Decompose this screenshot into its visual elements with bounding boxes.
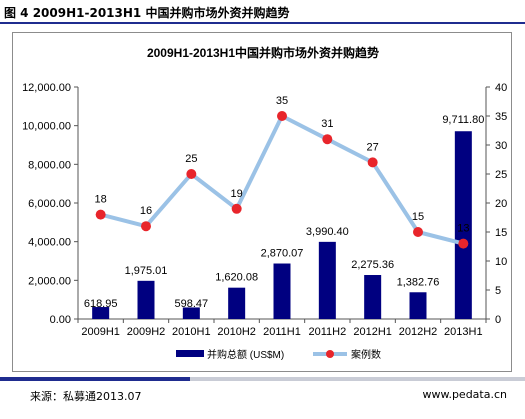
footer-website: www.pedata.cn — [422, 388, 507, 401]
line-value-label: 25 — [185, 153, 197, 165]
top-rule — [0, 22, 525, 24]
line-point — [186, 169, 197, 179]
footer-source: 来源：私募通2013.07 — [30, 390, 142, 403]
line-point — [322, 134, 333, 145]
line-point — [413, 227, 423, 237]
bar-value-label: 9,711.80 — [442, 114, 484, 126]
line-point — [458, 238, 469, 249]
legend-marker — [326, 350, 334, 358]
x-tick-label: 2011H1 — [263, 326, 301, 338]
x-tick-label: 2011H2 — [308, 326, 346, 338]
x-tick-label: 2009H2 — [127, 326, 166, 338]
line-value-label: 13 — [457, 223, 469, 235]
bar-value-label: 3,990.40 — [306, 226, 349, 238]
x-tick-label: 2013H1 — [444, 326, 483, 338]
footer-bar-accent — [0, 377, 190, 381]
bar-value-label: 598.47 — [175, 298, 209, 310]
line-value-label: 27 — [367, 141, 379, 153]
figure-title: 图 4 2009H1-2013H1 中国并购市场外资并购趋势 — [4, 6, 290, 20]
bar-value-label: 618.95 — [84, 298, 118, 310]
bar — [454, 131, 472, 319]
bar — [273, 263, 291, 319]
y-left-tick-label: 10,000.00 — [22, 121, 71, 133]
legend-label-bar: 并购总额 (US$M) — [207, 348, 284, 361]
line-value-label: 35 — [276, 95, 288, 107]
y-left-tick-label: 4,000.00 — [28, 237, 71, 249]
line-point — [141, 221, 151, 232]
line-value-label: 19 — [231, 188, 243, 200]
line-value-label: 15 — [412, 211, 424, 223]
y-right-tick-label: 40 — [495, 82, 507, 94]
bar-value-label: 2,870.07 — [261, 248, 304, 260]
x-tick-label: 2010H1 — [172, 326, 211, 338]
legend-label-line: 案例数 — [351, 348, 381, 361]
x-tick-label: 2012H1 — [353, 326, 392, 338]
footer-bar — [190, 377, 525, 381]
bar-value-label: 2,275.36 — [351, 259, 394, 271]
line-value-label: 16 — [140, 205, 152, 217]
line-value-label: 18 — [95, 194, 107, 206]
x-tick-label: 2010H2 — [217, 326, 256, 338]
x-tick-label: 2009H1 — [81, 326, 120, 338]
line-point — [95, 209, 106, 220]
bar — [182, 307, 200, 319]
bar — [228, 287, 246, 319]
line-value-label: 31 — [321, 118, 333, 130]
bar — [92, 307, 110, 319]
y-left-tick-label: 8,000.00 — [28, 159, 71, 171]
y-right-tick-label: 0 — [495, 314, 501, 326]
y-right-tick-label: 30 — [495, 140, 507, 152]
bar — [409, 292, 427, 319]
y-left-tick-label: 2,000.00 — [28, 275, 71, 287]
y-left-tick-label: 0.00 — [50, 314, 71, 326]
y-right-tick-label: 10 — [495, 256, 507, 268]
chart-title: 2009H1-2013H1中国并购市场外资并购趋势 — [147, 45, 379, 60]
line-point — [231, 203, 242, 214]
line-point — [367, 157, 378, 168]
chart: 2009H1-2013H1中国并购市场外资并购趋势 0.00 2,000.00 4,0… — [22, 45, 507, 361]
y-left-tick-label: 6,000.00 — [28, 198, 71, 210]
legend-swatch-bar — [176, 350, 204, 357]
bar — [364, 275, 382, 319]
y-right-tick-label: 25 — [495, 169, 507, 181]
y-right-tick-label: 15 — [495, 227, 507, 239]
case-count-line — [100, 114, 464, 246]
bar-value-label: 1,975.01 — [125, 265, 168, 277]
bar — [137, 280, 155, 319]
y-right-tick-label: 20 — [495, 198, 507, 210]
x-tick-label: 2012H2 — [399, 326, 438, 338]
chart-frame: 2009H1-2013H1中国并购市场外资并购趋势 0.00 2,000.00 4,0… — [12, 32, 512, 372]
line-point — [277, 111, 287, 121]
bar — [318, 241, 336, 319]
y-right-tick-label: 35 — [495, 111, 507, 123]
bar-value-label: 1,620.08 — [215, 272, 258, 284]
y-right-tick-label: 5 — [495, 285, 501, 297]
bar-value-label: 1,382.76 — [397, 276, 440, 288]
y-left-tick-label: 12,000.00 — [22, 82, 71, 94]
